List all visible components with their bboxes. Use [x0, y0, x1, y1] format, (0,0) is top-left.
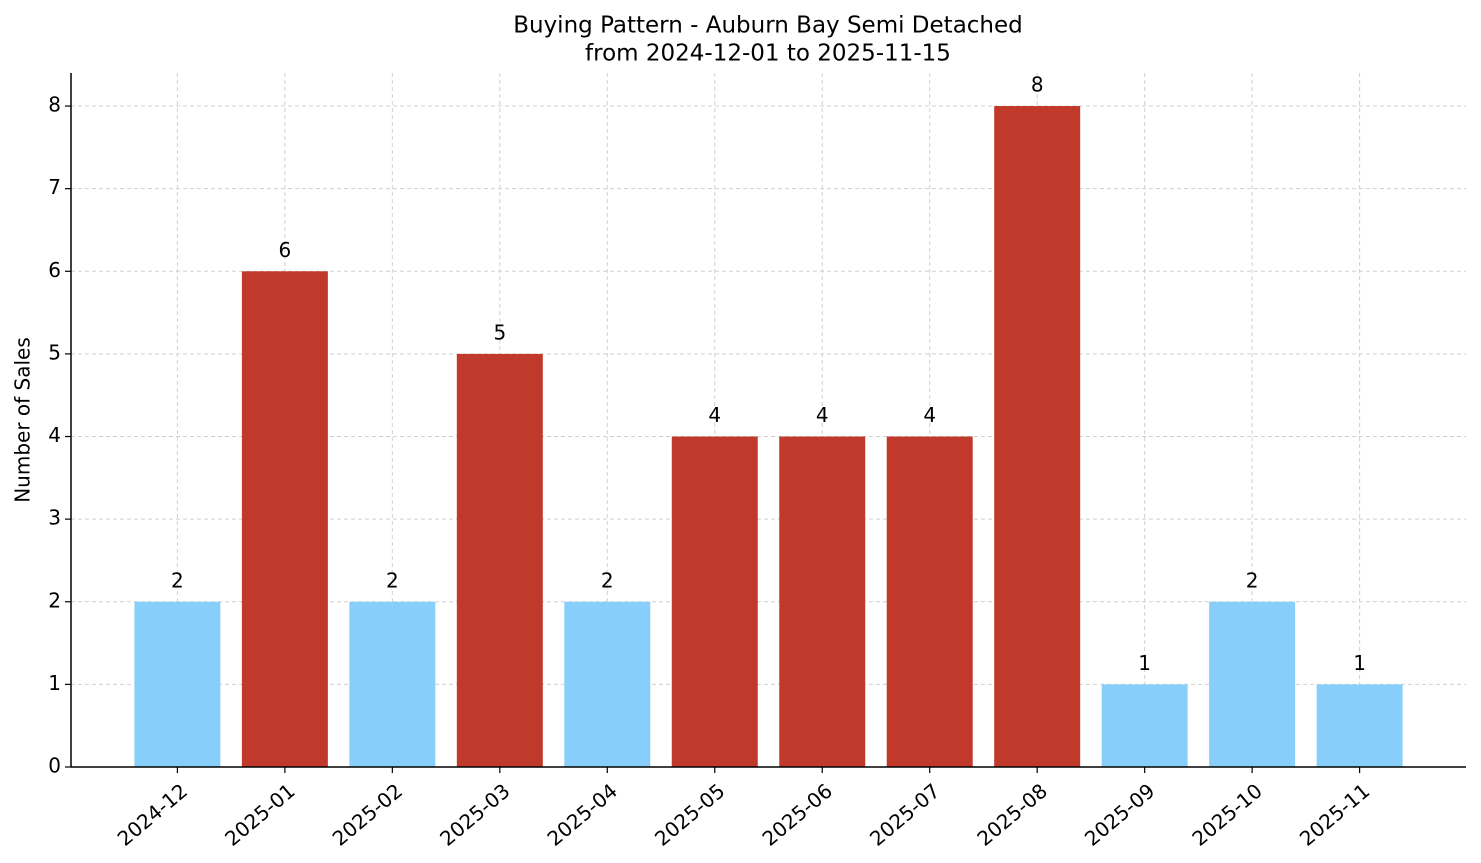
- y-tick-label: 0: [48, 754, 61, 778]
- bar: [779, 436, 866, 767]
- y-tick-label: 6: [48, 258, 61, 282]
- data-label: 5: [493, 320, 506, 344]
- x-tick-label: 2025-11: [1295, 779, 1374, 851]
- data-label: 1: [1138, 651, 1151, 675]
- y-tick-label: 5: [48, 340, 61, 364]
- data-label: 4: [816, 403, 829, 427]
- data-label: 2: [601, 568, 614, 592]
- chart-subtitle: from 2024-12-01 to 2025-11-15: [585, 41, 951, 67]
- data-label: 4: [923, 403, 936, 427]
- x-tick-label: 2025-05: [650, 779, 729, 851]
- bar: [564, 601, 651, 767]
- x-tick-label: 2025-10: [1187, 779, 1266, 851]
- bar: [886, 436, 973, 767]
- data-label: 2: [386, 568, 399, 592]
- x-tick-label: 2024-12: [113, 779, 192, 851]
- data-label: 6: [279, 238, 292, 262]
- bar: [671, 436, 758, 767]
- x-tick-label: 2025-03: [435, 779, 514, 851]
- y-tick-label: 3: [48, 506, 61, 530]
- data-label: 4: [708, 403, 721, 427]
- y-axis-label: Number of Sales: [11, 337, 35, 503]
- x-tick-label: 2025-01: [220, 779, 299, 851]
- bar: [1101, 684, 1188, 767]
- data-label: 2: [171, 568, 184, 592]
- y-tick-label: 4: [48, 423, 61, 447]
- y-tick-label: 8: [48, 93, 61, 117]
- data-label: 2: [1246, 568, 1259, 592]
- bar: [241, 271, 328, 767]
- data-label: 1: [1353, 651, 1366, 675]
- bar: [456, 353, 543, 767]
- bar: [349, 601, 436, 767]
- y-tick-label: 7: [48, 175, 61, 199]
- x-tick-label: 2025-09: [1080, 779, 1159, 851]
- x-tick-label: 2025-07: [865, 779, 944, 851]
- chart-title: Buying Pattern - Auburn Bay Semi Detache…: [513, 13, 1023, 39]
- x-tick-label: 2025-06: [758, 779, 837, 851]
- bar: [1209, 601, 1296, 767]
- bar: [134, 601, 221, 767]
- bar: [994, 106, 1081, 768]
- y-tick-label: 1: [48, 671, 61, 695]
- x-tick-label: 2025-08: [972, 779, 1051, 851]
- bar: [1316, 684, 1403, 767]
- x-tick-label: 2025-04: [543, 779, 622, 851]
- x-tick-label: 2025-02: [328, 779, 407, 851]
- data-label: 8: [1031, 73, 1044, 97]
- y-tick-label: 2: [48, 588, 61, 612]
